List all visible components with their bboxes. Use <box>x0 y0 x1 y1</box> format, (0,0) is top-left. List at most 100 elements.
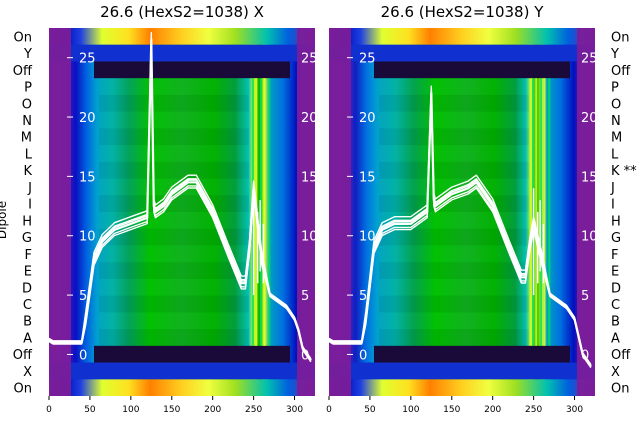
overlay-trace <box>329 98 592 369</box>
overlay-tick-label: 5 <box>79 289 87 304</box>
row-blue-bottom <box>49 362 315 380</box>
x-tick-label: 250 <box>245 405 262 415</box>
heatmap-row-shade <box>99 278 249 296</box>
x-tick-label: 300 <box>286 405 303 415</box>
row-off-bottom <box>94 345 290 363</box>
heatmap-row-shade <box>99 245 249 263</box>
heatmap-row-shade <box>99 295 249 313</box>
x-tick-label: 150 <box>163 405 180 415</box>
heatmap-row-shade <box>379 161 529 179</box>
stripe <box>543 78 546 346</box>
heatmap-row-shade <box>379 145 529 162</box>
heatmap-row-shade <box>99 329 249 346</box>
x-ticks-panel-x: 0 50 100 150 200 250 300 <box>46 396 303 415</box>
heatmap-row-shade <box>379 262 529 279</box>
x-tick-label: 300 <box>566 405 583 415</box>
overlay-tick-label: 5 <box>359 289 367 304</box>
heatmap-row-shade <box>379 111 529 129</box>
row-label-right: On <box>611 382 629 397</box>
heatmap-row-shade <box>99 228 249 246</box>
row-label-left: K <box>23 164 32 179</box>
overlay-tick-label: 0 <box>79 348 87 363</box>
heatmap-row-shade <box>99 178 249 196</box>
heatmap-row-shade <box>99 94 249 112</box>
y-axis-label: Dipole <box>0 201 9 239</box>
row-blue-bottom <box>329 362 595 380</box>
overlay-tick-label-right: 10 <box>581 230 598 245</box>
row-off-bottom <box>374 345 570 363</box>
x-tick-label: 150 <box>443 405 460 415</box>
stripe <box>263 78 266 346</box>
row-label-right: N <box>611 114 621 129</box>
heatmap-row-shade <box>379 94 529 112</box>
row-label-left: M <box>21 131 32 146</box>
heatmap-row-shade <box>379 295 529 313</box>
row-label-left: F <box>25 248 32 263</box>
overlay-tick-label-right: 20 <box>301 111 318 126</box>
row-label-right: B <box>611 315 620 330</box>
overlay-tick-label-right: 5 <box>581 289 589 304</box>
row-label-left: P <box>24 81 32 96</box>
x-tick-label: 0 <box>46 405 52 415</box>
stripe <box>268 78 271 346</box>
overlay-tick-label: 25 <box>79 52 96 67</box>
row-label-left: Off <box>13 348 33 363</box>
row-label-right: Off <box>611 64 631 79</box>
overlay-tick-label: 15 <box>79 170 96 185</box>
row-label-left: Y <box>23 47 32 62</box>
overlay-tick-label: 25 <box>359 52 376 67</box>
overlay-trace <box>49 44 312 363</box>
row-on-top <box>329 28 595 45</box>
row-label-left: G <box>22 231 32 246</box>
row-label-left: B <box>23 315 32 330</box>
row-label-right: M <box>611 131 622 146</box>
overlay-tick-label-right: 15 <box>581 170 598 185</box>
row-label-left: I <box>28 198 32 213</box>
row-label-left: C <box>23 298 32 313</box>
x-tick-label: 50 <box>364 405 376 415</box>
row-label-left: N <box>22 114 32 129</box>
heatmap-row-shade <box>99 78 249 95</box>
overlay-tick-label-right: 0 <box>301 348 309 363</box>
row-label-left: A <box>23 331 32 346</box>
edge-left <box>49 28 71 396</box>
x-tick-label: 100 <box>122 405 139 415</box>
row-label-left: E <box>24 265 32 280</box>
heatmap-body <box>49 28 315 396</box>
overlay-tick-label: 10 <box>359 230 376 245</box>
heatmap-row-shade <box>379 228 529 246</box>
row-off-top <box>374 61 570 79</box>
row-label-right: F <box>611 248 618 263</box>
x-tick-label: 0 <box>326 405 332 415</box>
row-label-right: L <box>611 147 619 162</box>
heatmap-row-shade <box>379 195 529 212</box>
overlay-tick-label: 0 <box>359 348 367 363</box>
row-label-right: A <box>611 331 620 346</box>
heatmap-body <box>329 28 595 396</box>
heatmap-row-shade <box>99 262 249 279</box>
x-ticks-panel-y: 0 50 100 150 200 250 300 <box>326 396 583 415</box>
row-label-left: J <box>27 181 32 196</box>
heatmap-row-shade <box>379 128 529 146</box>
row-label-right: H <box>611 214 621 229</box>
overlay-tick-label-right: 20 <box>581 111 598 126</box>
row-on-bottom <box>329 379 595 396</box>
row-label-left: On <box>14 30 32 45</box>
row-label-right: On <box>611 30 629 45</box>
panel-x: 0 0 5 5 10 10 15 15 20 20 25 25 <box>49 28 318 396</box>
row-label-right: K ** <box>611 164 637 179</box>
row-label-right: X <box>611 365 620 380</box>
overlay-tick-label: 10 <box>79 230 96 245</box>
heatmap-row-shade <box>99 128 249 146</box>
heatmap-row-shade <box>379 245 529 263</box>
panel-y-title: 26.6 (HexS2=1038) Y <box>381 3 545 21</box>
heatmap-row-shade <box>99 111 249 129</box>
heatmap-row-shade <box>99 145 249 162</box>
row-on-bottom <box>49 379 315 396</box>
overlay-tick-label-right: 5 <box>301 289 309 304</box>
row-label-left: O <box>22 97 32 112</box>
